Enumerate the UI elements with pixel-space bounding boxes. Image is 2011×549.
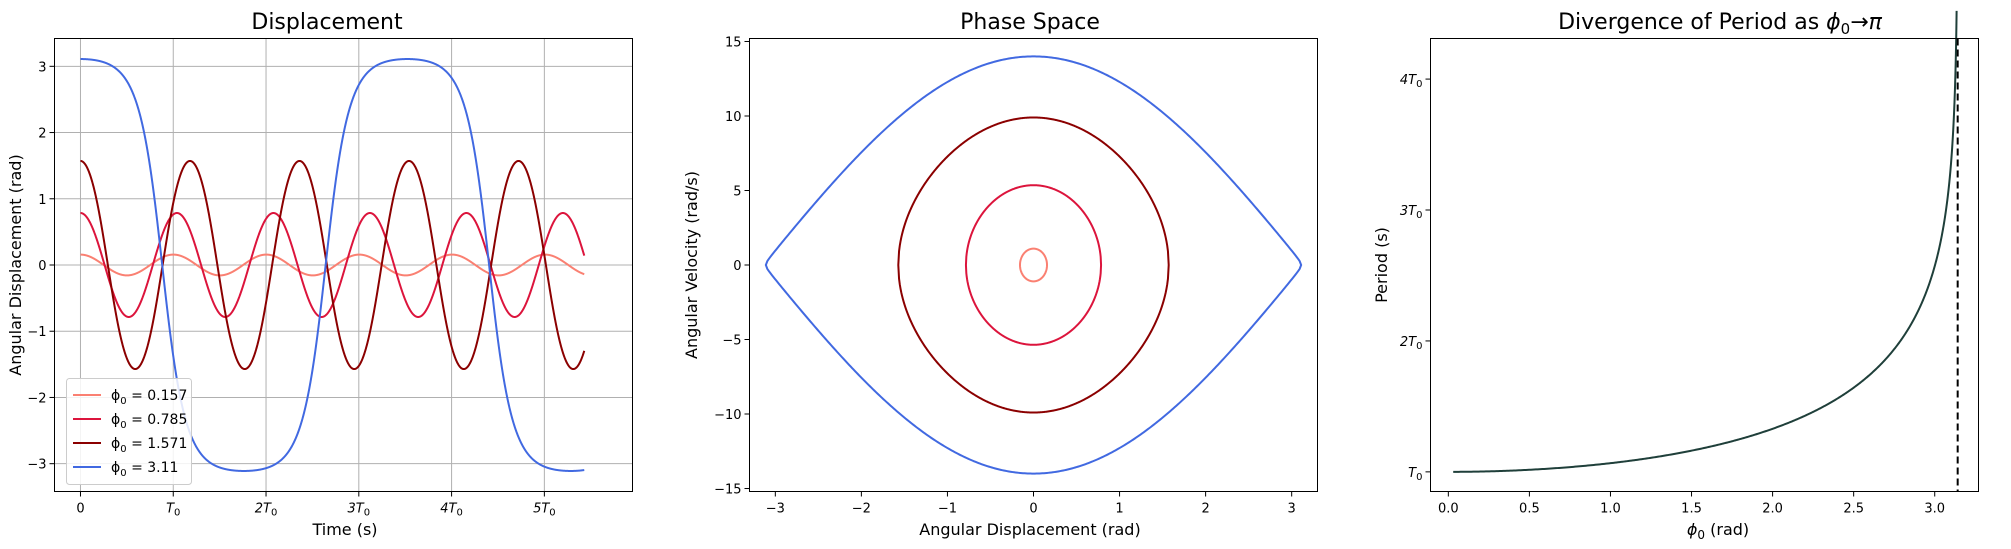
period-divergence-y-tick-label: T0	[1408, 466, 1422, 483]
phase-space-y-label: Angular Velocity (rad/s)	[682, 171, 701, 359]
legend-label-phi0-1571: ϕ0 = 1.571	[111, 436, 187, 455]
phase-space-y-tick-label: 15	[725, 35, 742, 50]
displacement-y-tick-label: 2	[38, 127, 46, 142]
phase-space-y-tick-label: −10	[714, 408, 741, 423]
phase-space-x-tick-label: −1	[938, 502, 957, 517]
displacement-y-tick-label: −1	[27, 325, 46, 340]
period-divergence-chart: Divergence of Period as ϕ0→π 0.0 0.5 1.0 1.…	[1372, 10, 1979, 542]
displacement-series-line-2	[80, 159, 586, 371]
displacement-x-tick-label: 4T0	[440, 502, 463, 519]
phase-space-x-label: Angular Displacement (rad)	[919, 520, 1140, 539]
displacement-x-tick-label: T0	[166, 502, 180, 519]
phase-space-x-tick-label: −3	[766, 502, 785, 517]
phase-space-y-tick-label: 0	[733, 259, 741, 274]
period-divergence-x-tick-label: 3.0	[1924, 502, 1945, 517]
phase-space-plot-frame	[749, 38, 1318, 492]
legend-label-phi0-0157: ϕ0 = 0.157	[111, 388, 187, 407]
period-divergence-x-tick-label: 0.0	[1438, 502, 1459, 517]
displacement-series-line-1	[80, 212, 586, 318]
displacement-y-tick-label: 0	[38, 259, 46, 274]
period-divergence-plot-frame	[1430, 38, 1979, 492]
phase-space-x-tick-label: 1	[1115, 502, 1123, 517]
legend-label-phi0-0785: ϕ0 = 0.785	[111, 412, 187, 431]
period-divergence-x-label: ϕ0 (rad)	[1687, 520, 1749, 542]
period-divergence-series	[1453, 10, 1959, 492]
displacement-ticks: 0 T0 2T0 3T0 4T0 5T0 3 2 1 0 −1 −2 −3	[27, 60, 555, 518]
period-divergence-x-tick-label: 1.0	[1600, 502, 1621, 517]
phase-space-y-tick-label: −15	[714, 483, 741, 498]
phase-space-y-tick-label: 10	[725, 110, 742, 125]
phase-space-orbit-2	[897, 116, 1170, 414]
displacement-x-tick-label: 2T0	[255, 502, 278, 519]
phase-space-y-tick-label: 5	[733, 184, 741, 199]
displacement-y-tick-label: 3	[38, 60, 46, 75]
phase-space-x-tick-label: 0	[1029, 502, 1037, 517]
phase-space-y-tick-label: −5	[722, 334, 741, 349]
displacement-x-tick-label: 0	[76, 502, 84, 517]
period-divergence-y-label: Period (s)	[1372, 227, 1391, 303]
displacement-x-tick-label: 3T0	[348, 502, 371, 519]
phase-space-orbit-3	[764, 55, 1303, 475]
phase-space-title: Phase Space	[960, 10, 1100, 35]
period-divergence-ticks: 0.0 0.5 1.0 1.5 2.0 2.5 3.0 4T0 3T0 2T0 T0	[1400, 73, 1945, 516]
period-divergence-y-tick-label: 4T0	[1400, 73, 1423, 90]
period-divergence-x-tick-label: 1.5	[1681, 502, 1702, 517]
displacement-y-tick-label: −3	[27, 458, 46, 473]
period-divergence-y-tick-label: 3T0	[1400, 204, 1423, 221]
phase-space-x-tick-label: 3	[1288, 502, 1296, 517]
phase-space-orbit-1	[964, 184, 1103, 346]
period-divergence-y-tick-label: 2T0	[1400, 335, 1423, 352]
displacement-y-tick-label: 1	[38, 193, 46, 208]
displacement-chart: Displacement 0 T0 2T0 3T0 4T0 5T0 3 2 1 0 −1 −2 −3 T…	[6, 10, 633, 539]
displacement-series	[80, 58, 586, 472]
displacement-title: Displacement	[251, 10, 403, 35]
phase-space-orbit-0	[1018, 247, 1049, 283]
displacement-x-label: Time (s)	[311, 520, 377, 539]
period-divergence-title: Divergence of Period as ϕ0→π	[1558, 10, 1883, 38]
period-curve	[1453, 10, 1958, 473]
period-divergence-x-tick-label: 2.5	[1843, 502, 1864, 517]
displacement-x-tick-label: 5T0	[533, 502, 556, 519]
phase-space-x-tick-label: −2	[852, 502, 871, 517]
displacement-y-tick-label: −2	[27, 391, 46, 406]
displacement-series-line-3	[80, 58, 585, 472]
phase-space-series	[764, 55, 1303, 475]
period-divergence-x-tick-label: 0.5	[1519, 502, 1540, 517]
displacement-y-label: Angular Displacement (rad)	[6, 154, 25, 375]
displacement-legend: ϕ0 = 0.157 ϕ0 = 0.785 ϕ0 = 1.571 ϕ0 = 3.…	[66, 378, 192, 485]
legend-label-phi0-311: ϕ0 = 3.11	[111, 460, 178, 479]
period-divergence-x-tick-label: 2.0	[1762, 502, 1783, 517]
legend-box	[66, 378, 192, 485]
phase-space-x-tick-label: 2	[1201, 502, 1209, 517]
